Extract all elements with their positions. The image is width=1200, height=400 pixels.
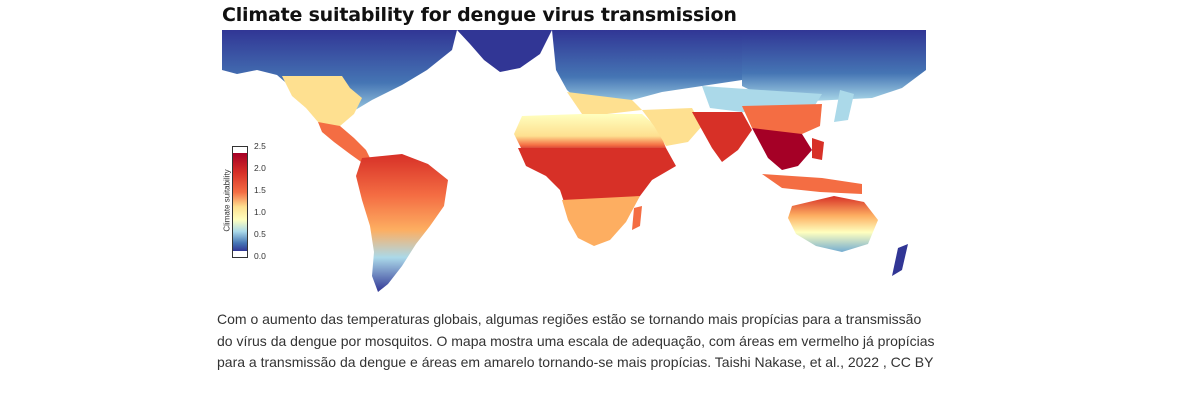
- legend-title: Climate suitability: [222, 169, 232, 232]
- legend-tick: 1.0: [254, 207, 266, 217]
- map-caption: Com o aumento das temperaturas globais, …: [217, 311, 935, 370]
- north-america-south: [282, 76, 362, 130]
- madagascar-region: [632, 206, 642, 230]
- japan-region: [834, 90, 854, 122]
- mediterranean-region: [567, 92, 642, 114]
- china-region: [742, 104, 822, 134]
- legend-tick: 1.5: [254, 185, 266, 195]
- africa-north: [514, 114, 666, 154]
- india-region: [692, 112, 752, 162]
- south-america-region: [356, 154, 448, 292]
- europe-region: [552, 30, 742, 108]
- legend-tick: 0.5: [254, 229, 266, 239]
- australia-region: [788, 196, 878, 252]
- new-zealand-region: [892, 244, 908, 276]
- map-title: Climate suitability for dengue virus tra…: [222, 4, 737, 26]
- africa-central: [518, 148, 676, 244]
- legend-tick: 2.5: [254, 141, 266, 151]
- middle-east-region: [642, 108, 702, 146]
- world-map: [222, 30, 926, 296]
- central-america-region: [318, 122, 372, 164]
- southeast-asia-region: [752, 128, 812, 170]
- color-legend: Climate suitability 2.5 2.0 1.5 1.0 0.5 …: [216, 142, 276, 262]
- legend-colorbar: [232, 146, 248, 258]
- greenland-region: [457, 30, 552, 72]
- philippines-region: [812, 138, 824, 160]
- asia-north-region: [742, 30, 926, 102]
- legend-tick: 2.0: [254, 163, 266, 173]
- africa-south: [562, 196, 640, 246]
- indonesia-region: [762, 174, 862, 194]
- map-figure: Climate suitability for dengue virus tra…: [216, 0, 928, 300]
- north-america-region: [222, 30, 457, 118]
- legend-tick: 0.0: [254, 251, 266, 261]
